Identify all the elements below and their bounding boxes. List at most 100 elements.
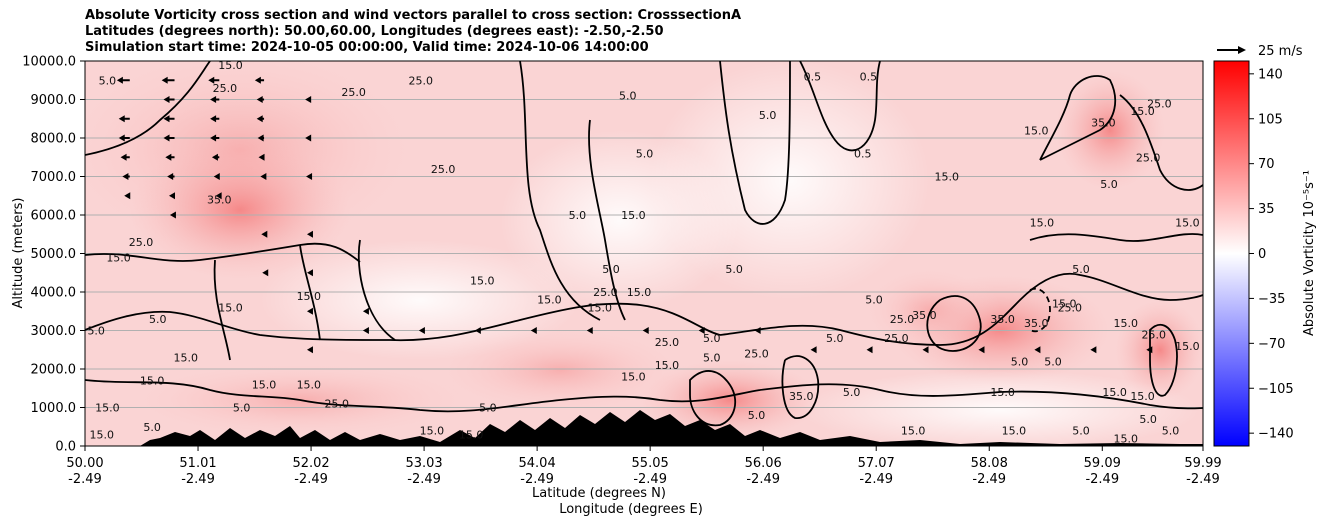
wind-vector [74,77,85,84]
x-tick-label-lon: -2.49 [633,472,667,487]
contour-label: 25.0 [593,286,618,299]
contour-label: 25.0 [1058,301,1083,314]
x-tick-label-lon: -2.49 [181,472,215,487]
terrain [85,410,1203,446]
contour-label: 15.0 [297,290,322,303]
contour-label: 15.0 [1024,124,1049,137]
contour-line [1119,94,1203,191]
title-line-3: Simulation start time: 2024-10-05 00:00:… [85,40,649,55]
contour-line [926,295,982,352]
wind-vector [262,269,269,277]
contour-label: 25.0 [431,163,456,176]
contour-label: 5.0 [843,386,861,399]
colorbar-tick-label: −70 [1258,337,1285,352]
wind-vector [362,307,369,315]
contour-label: 25.0 [325,398,350,411]
quiver-key-arrow-head [1238,46,1246,54]
x-tick-label-lat: 57.07 [858,456,895,471]
contour-label: 25.0 [890,313,915,326]
contour-label: 5.0 [1072,425,1090,438]
contour-label: 15.0 [588,301,613,314]
y-tick-label: 4000.0 [31,286,77,301]
wind-vector [213,173,220,180]
colorbar-tick-label: −140 [1258,427,1294,442]
contour-label: 15.0 [459,428,484,441]
x-axis-label-lat: Latitude (degrees N) [532,486,666,501]
contour-label: 15.0 [627,286,652,299]
wind-vector [305,134,312,142]
contour-label: 25.0 [1147,97,1172,110]
contour-label: 15.0 [218,59,243,72]
contour-label: 15.0 [901,425,926,438]
wind-vector [254,76,265,84]
contour-label: 5.0 [233,402,251,415]
contour-label: 5.0 [865,294,883,307]
contour-line [588,119,626,321]
title-line-1: Absolute Vorticity cross section and win… [85,8,742,23]
colorbar-ticks: 140 105 70 35 0 −35 −70 −105 −140 [1249,67,1294,442]
contour-line [1149,323,1178,397]
contour-line [85,302,721,342]
contour-label: 5.0 [569,209,587,222]
contour-label: 15.0 [537,294,562,307]
contour-label: 5.0 [99,74,117,87]
contour-label: 25.0 [1136,151,1161,164]
contour-label: 15.0 [1114,317,1139,330]
x-tick-label-lat: 59.09 [1084,456,1121,471]
contour-label: 0.5 [854,147,872,160]
contour-label: 5.0 [1139,413,1157,426]
contour-label: 15.0 [95,402,120,415]
contour-label: 35.0 [1091,117,1116,130]
contour-label: 15.0 [90,428,115,441]
x-tick-label-lat: 58.08 [971,456,1008,471]
contour-label: 15.0 [990,386,1015,399]
contour-label: 25.0 [744,348,769,361]
wind-vector [642,327,649,334]
contour-line [1039,75,1117,161]
wind-vector [256,115,265,123]
y-tick-label: 6000.0 [31,209,77,224]
x-tick-label-lon: -2.49 [1186,472,1220,487]
contour-label: 5.0 [87,325,105,338]
x-tick-label-lon: -2.49 [972,472,1006,487]
title-line-2: Latitudes (degrees north): 50.00,60.00, … [85,24,664,39]
chart-title: Absolute Vorticity cross section and win… [85,8,741,56]
contour-line [689,370,737,427]
x-tick-label-lat: 52.02 [292,456,329,471]
contour-line [299,244,321,341]
x-axis-label-lon: Longitude (degrees E) [559,502,703,517]
wind-vector [163,96,175,103]
contour-label: 25.0 [884,332,909,345]
contour-label: 25.0 [129,236,154,249]
wind-vector [169,211,176,219]
contour-line [719,61,791,225]
wind-vector [210,134,220,142]
contour-label: 25.0 [213,82,238,95]
x-tick-label-lon: -2.49 [294,472,328,487]
contour-line [1029,233,1203,242]
y-tick-label: 10000.0 [22,55,76,70]
x-tick-label-lat: 55.05 [632,456,669,471]
contour-label: 15.0 [1102,386,1127,399]
contour-label: 5.0 [759,109,777,122]
contour-line [519,61,601,321]
y-tick-label: 1000.0 [31,401,77,416]
contour-label: 15.0 [655,359,680,372]
wind-vector [258,153,265,161]
x-tick-label-lon: -2.49 [1085,472,1119,487]
wind-vector [257,134,265,142]
wind-vector [161,76,175,84]
contour-line [213,259,231,361]
field-blob-right-mid [860,265,1000,355]
contour-labels: 15.0 5.0 25.0 25.0 25.0 5.0 0.5 0.5 5.0 35.0 15.0 2… [87,59,1199,445]
wind-vector [256,96,265,103]
quiver-key: 25 m/s [1217,44,1303,59]
contour-label: 5.0 [1162,425,1180,438]
wind-vector [530,327,537,334]
contour-label: 0.5 [804,70,822,83]
wind-vector [122,173,130,180]
y-tick-label: 3000.0 [31,324,77,339]
contour-line [759,383,1203,410]
contour-label: 15.0 [140,375,165,388]
